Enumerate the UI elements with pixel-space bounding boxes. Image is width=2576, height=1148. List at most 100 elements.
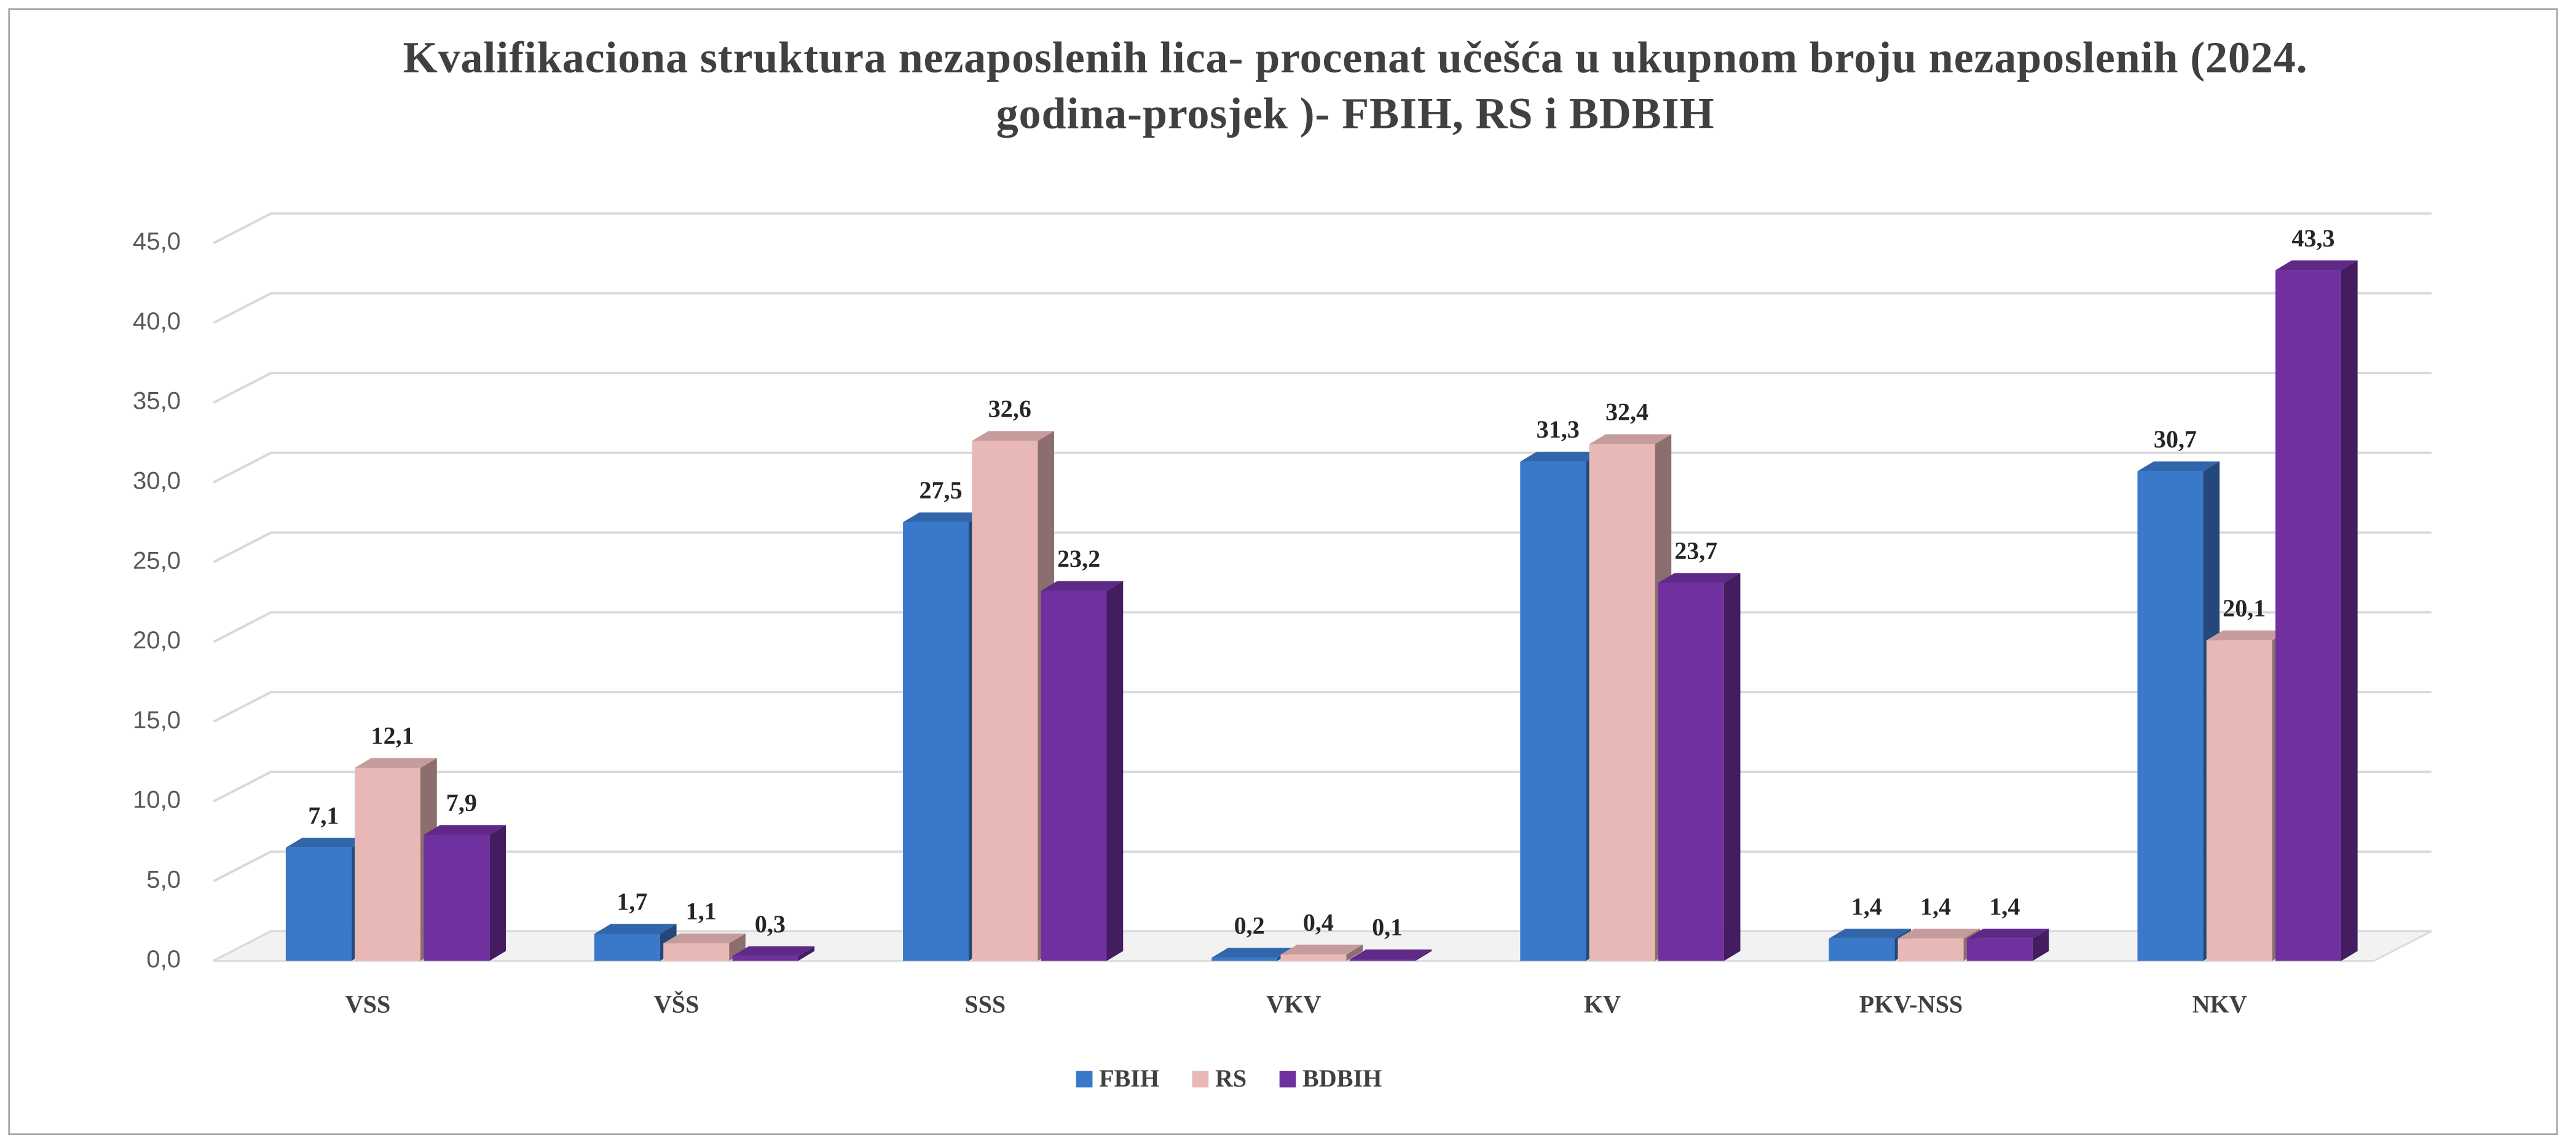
value-label: 1,1 — [686, 897, 717, 925]
x-tick-label: SSS — [964, 991, 1006, 1018]
bar-top — [1897, 929, 1980, 939]
bar-top — [1520, 452, 1602, 462]
value-label: 30,7 — [2154, 425, 2197, 453]
bar-top — [2137, 461, 2220, 471]
y-tick-label: 15,0 — [133, 707, 181, 734]
grid-line — [213, 451, 2432, 484]
grid-line — [213, 292, 2432, 324]
bar — [1589, 444, 1655, 961]
bar-top — [1041, 581, 1124, 591]
x-tick-label: VSS — [345, 991, 391, 1018]
value-label: 0,4 — [1303, 908, 1334, 936]
value-label: 20,1 — [2223, 594, 2266, 622]
x-tick-label: KV — [1584, 991, 1621, 1018]
bar-top — [2206, 630, 2289, 640]
value-label: 32,6 — [988, 395, 1031, 423]
bar — [594, 934, 660, 961]
value-label: 32,4 — [1605, 398, 1648, 426]
value-label: 0,2 — [1234, 911, 1265, 939]
value-label: 0,3 — [755, 910, 786, 938]
bar — [2275, 270, 2341, 961]
grid-line — [213, 770, 2432, 803]
value-label: 0,1 — [1372, 913, 1403, 941]
bar — [1829, 938, 1895, 961]
legend-swatch — [1192, 1071, 1209, 1088]
value-label: 7,9 — [446, 789, 477, 817]
grid-line — [213, 531, 2432, 564]
bar-side — [1415, 949, 1432, 961]
y-tick-label: 5,0 — [146, 866, 181, 893]
bar — [972, 441, 1038, 961]
bar — [903, 522, 969, 961]
grid-line — [213, 611, 2432, 643]
bar-side — [798, 946, 815, 961]
bar-side — [729, 933, 746, 961]
x-tick-label: VKV — [1266, 991, 1321, 1018]
value-label: 1,4 — [1920, 892, 1951, 920]
value-label: 31,3 — [1537, 415, 1580, 443]
bar — [663, 943, 730, 961]
bar-side — [2341, 260, 2358, 961]
chart-title: Kvalifikaciona struktura nezaposlenih li… — [403, 33, 2308, 138]
y-tick-label: 45,0 — [133, 228, 181, 255]
bar-side — [1106, 581, 1124, 961]
bar-top — [732, 946, 815, 956]
value-label: 7,1 — [308, 801, 339, 829]
bar — [285, 847, 352, 961]
chart-frame — [8, 8, 2558, 1135]
bar-top — [1829, 929, 1912, 939]
legend-swatch — [1279, 1071, 1296, 1088]
y-tick-label: 10,0 — [133, 787, 181, 814]
bar-top — [423, 825, 506, 835]
bar — [1349, 959, 1416, 961]
legend-label: RS — [1215, 1064, 1247, 1092]
y-tick-label: 25,0 — [133, 547, 181, 574]
bar-top — [2275, 260, 2358, 270]
bar-top — [1211, 948, 1294, 958]
value-label: 23,7 — [1674, 537, 1717, 565]
x-tick-label: VŠS — [654, 991, 699, 1018]
value-label: 1,4 — [1989, 892, 2020, 920]
bar-top — [1589, 434, 1672, 444]
value-label: 43,3 — [2291, 224, 2334, 252]
y-tick-label: 30,0 — [133, 468, 181, 495]
bar — [423, 835, 490, 961]
bar-side — [1346, 945, 1363, 961]
x-tick-label: PKV-NSS — [1859, 991, 1963, 1018]
bar — [1520, 462, 1586, 961]
grid-line — [213, 212, 2432, 245]
bar — [2137, 471, 2204, 961]
grid-line — [213, 691, 2432, 723]
value-label: 1,7 — [616, 888, 647, 916]
legend-swatch — [1076, 1071, 1093, 1088]
bar-top — [1280, 945, 1363, 955]
y-tick-label: 40,0 — [133, 308, 181, 335]
bar-side — [489, 825, 506, 961]
value-label: 27,5 — [919, 476, 962, 504]
bar — [1211, 957, 1278, 961]
bar — [1280, 954, 1347, 961]
value-label: 1,4 — [1851, 892, 1882, 920]
value-label: 12,1 — [371, 722, 414, 750]
bar-top — [972, 431, 1054, 441]
bar-top — [594, 924, 677, 934]
bar — [2206, 640, 2272, 961]
bar-top — [355, 758, 437, 768]
value-label: 23,2 — [1057, 545, 1100, 573]
bar — [1041, 591, 1107, 961]
bar-top — [663, 933, 746, 944]
grid-line — [213, 372, 2432, 404]
y-tick-label: 20,0 — [133, 627, 181, 654]
x-tick-label: NKV — [2192, 991, 2247, 1018]
bar-top — [903, 512, 985, 522]
bar-top — [1658, 573, 1741, 583]
bar-side — [2032, 929, 2049, 961]
bar — [732, 956, 798, 961]
bar — [1658, 583, 1724, 961]
bar-side — [1723, 573, 1741, 961]
bar-top — [1349, 949, 1432, 959]
bar — [355, 768, 421, 961]
